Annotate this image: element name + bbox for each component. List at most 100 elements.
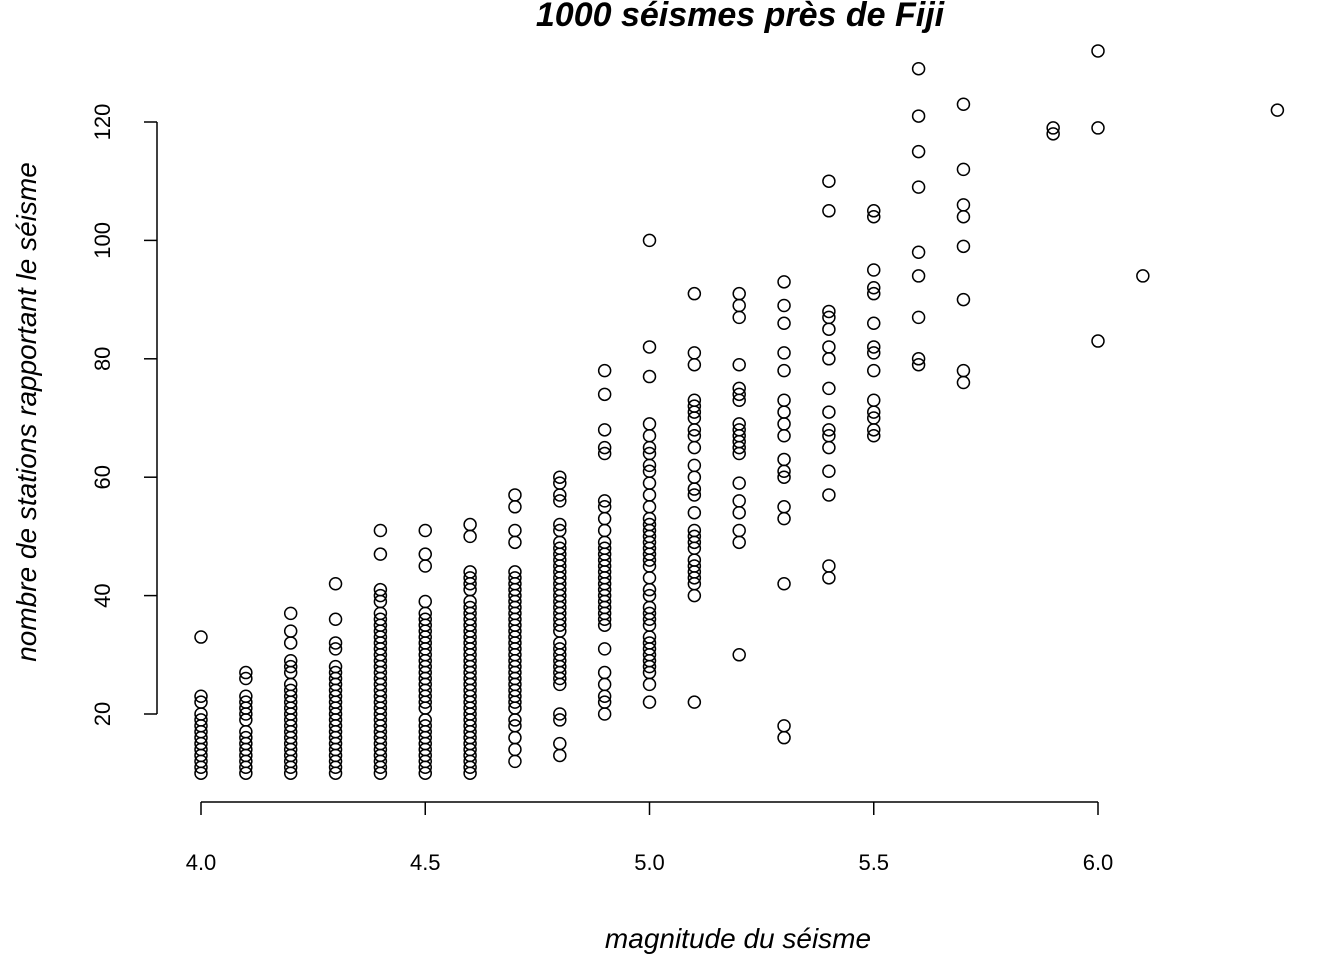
data-point — [283, 683, 298, 698]
data-point — [597, 707, 612, 721]
data-point — [283, 624, 298, 638]
data-point — [867, 411, 881, 425]
data-point — [777, 470, 791, 484]
data-point — [822, 571, 836, 585]
data-point — [911, 352, 926, 366]
data-point — [373, 547, 388, 561]
data-point — [777, 275, 791, 289]
data-point — [822, 440, 836, 455]
data-point — [1046, 127, 1060, 141]
data-point — [553, 642, 567, 656]
data-point — [642, 517, 657, 532]
data-point — [642, 464, 657, 479]
data-point — [239, 695, 253, 709]
data-point — [642, 369, 657, 384]
data-point — [597, 500, 612, 514]
data-point — [956, 162, 971, 177]
data-point — [911, 269, 926, 283]
data-point — [642, 695, 657, 709]
data-point — [373, 612, 388, 627]
data-point — [687, 523, 702, 538]
data-point — [822, 174, 836, 188]
y-tick-label: 40 — [90, 583, 115, 607]
data-point — [597, 511, 612, 526]
data-point — [867, 286, 881, 301]
data-point — [822, 488, 836, 502]
data-point — [687, 346, 702, 360]
data-point — [328, 577, 343, 591]
data-point — [642, 488, 657, 502]
x-axis-label: magnitude du séisme — [605, 923, 871, 954]
data-point — [597, 363, 612, 378]
data-point — [687, 357, 702, 372]
data-point — [822, 204, 836, 218]
data-point — [777, 346, 791, 360]
data-point — [687, 429, 702, 443]
data-point — [777, 393, 791, 407]
data-point — [239, 665, 253, 680]
data-point — [597, 446, 612, 461]
data-point — [687, 559, 702, 573]
data-point — [194, 713, 208, 727]
data-point — [911, 144, 926, 159]
data-point — [642, 677, 657, 692]
data-point — [822, 381, 836, 396]
data-point — [553, 470, 567, 484]
data-point — [508, 730, 522, 745]
data-point — [418, 612, 432, 627]
data-point — [328, 612, 343, 627]
data-point — [911, 109, 926, 123]
data-point — [553, 517, 567, 532]
data-point — [642, 233, 657, 248]
data-point — [597, 665, 612, 680]
data-point — [956, 97, 971, 111]
data-point — [508, 523, 522, 538]
data-point — [642, 417, 657, 431]
data-point — [956, 198, 971, 212]
data-point — [687, 529, 702, 544]
data-point — [418, 559, 432, 573]
data-point — [463, 517, 477, 532]
data-point — [732, 417, 746, 431]
data-point — [732, 494, 746, 508]
data-point — [822, 423, 836, 437]
data-point — [508, 535, 522, 550]
data-point — [508, 565, 522, 579]
y-tick-label: 120 — [90, 104, 115, 141]
data-point — [239, 671, 253, 686]
data-point — [867, 429, 881, 443]
data-point — [597, 494, 612, 508]
data-point — [956, 292, 971, 307]
data-point — [822, 340, 836, 354]
y-tick-label: 60 — [90, 465, 115, 489]
data-point — [867, 340, 881, 354]
data-point — [777, 363, 791, 378]
data-point — [642, 588, 657, 603]
data-point — [777, 429, 791, 443]
data-point — [867, 346, 881, 360]
data-point — [508, 754, 522, 769]
data-point — [777, 316, 791, 331]
data-point — [553, 736, 567, 751]
data-point — [732, 298, 746, 313]
data-point — [911, 245, 926, 259]
data-point — [687, 399, 702, 413]
data-point — [822, 322, 836, 336]
data-point — [597, 695, 612, 709]
data-point — [597, 642, 612, 656]
data-point — [777, 417, 791, 431]
data-point — [642, 500, 657, 514]
data-point — [732, 310, 746, 325]
data-point — [822, 310, 836, 325]
data-point — [597, 440, 612, 455]
data-point — [508, 500, 522, 514]
data-point — [463, 529, 477, 544]
data-point — [553, 494, 567, 508]
data-point — [867, 281, 881, 295]
data-point — [328, 642, 343, 656]
data-point — [687, 393, 702, 407]
x-tick-label: 6.0 — [1083, 850, 1114, 875]
data-point — [822, 464, 836, 479]
data-point — [418, 547, 432, 561]
